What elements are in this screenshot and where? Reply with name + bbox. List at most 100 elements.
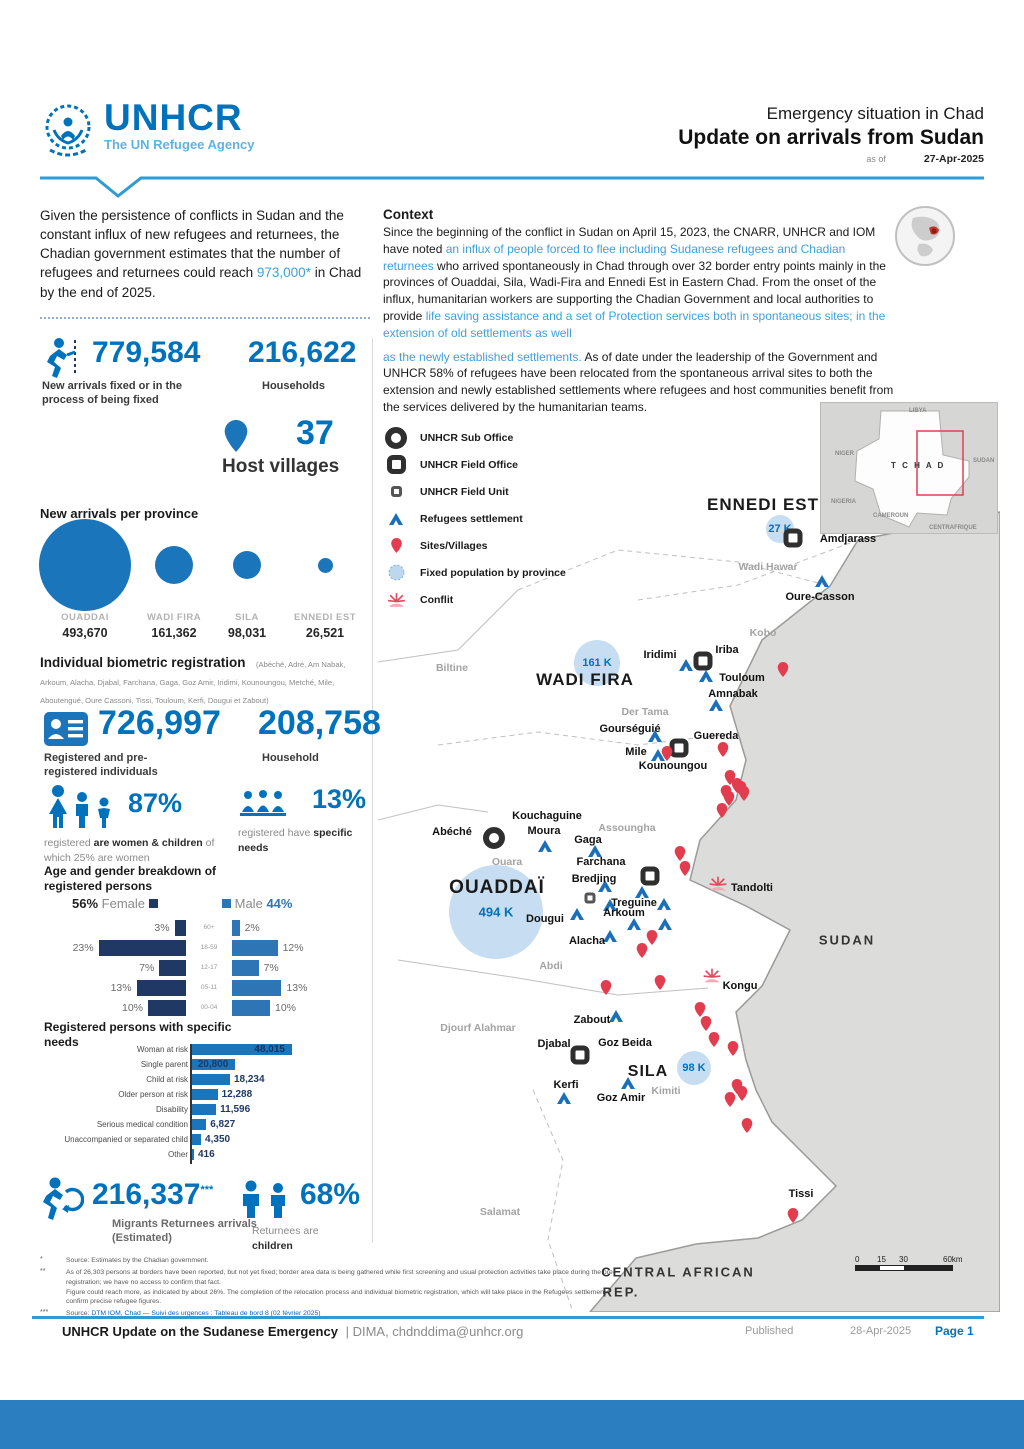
inset-label-sudan: SUDAN: [973, 458, 995, 464]
specific-needs-icon: [238, 790, 288, 823]
stat-returnee-children-pct: 68%: [300, 1178, 361, 1211]
map-label-mile: Mile: [625, 746, 647, 758]
needs-value-label: 48,015: [254, 1044, 285, 1055]
bubble-category-label: WADI FIRA: [146, 612, 202, 623]
needs-bar: [192, 1089, 218, 1100]
needs-category-label: Serious medical condition: [96, 1120, 188, 1129]
legend-item-site: Sites/Villages: [384, 532, 566, 559]
needs-category-label: Disability: [155, 1105, 188, 1114]
stat-registered-households: 208,758: [258, 704, 381, 742]
age-gender-heading: Age and gender breakdown of registered p…: [44, 864, 217, 893]
female-bar: [136, 980, 186, 996]
women-children-icon: [44, 784, 122, 835]
stat-registered-individuals: 726,997: [98, 704, 221, 742]
map-label-salamat: Salamat: [479, 1206, 521, 1218]
male-value: 12%: [282, 942, 304, 954]
needs-bar: [192, 1074, 230, 1085]
returnee-children-label: Returnees are children: [252, 1224, 362, 1253]
province-bubble-chart: OUADDAI 493,670 WADI FIRA 161,362 SILA 98,031…: [39, 519, 372, 640]
text-segment: in Chad by the end of 2025.: [40, 265, 362, 300]
footnote-source-link[interactable]: DTM IOM, Chad — Suivi des urgences : Tab…: [91, 1310, 321, 1318]
village-site-pin: [741, 1118, 753, 1138]
map-label-ouara: Ouara: [491, 856, 523, 868]
text-segment: are women & children: [93, 837, 203, 849]
text-segment: Returnees are: [252, 1225, 319, 1237]
specific-needs-bar-chart: Woman at risk 48,015 Single parent 20,800 Ch…: [44, 1044, 350, 1166]
legend-label: UNHCR Field Unit: [420, 485, 509, 498]
village-site-pin: [724, 1092, 736, 1112]
needs-row-single-parent: Single parent 20,800: [44, 1059, 350, 1071]
footnote-mark: ***: [40, 1309, 49, 1317]
village-site-pin: [661, 746, 673, 766]
map-label-treguine: Treguine: [611, 897, 657, 909]
map-label-iriba: Iriba: [715, 644, 739, 656]
village-site-pin: [716, 803, 728, 823]
legend-label: UNHCR Sub Office: [420, 431, 514, 444]
women-children-text: registered are women & children of which…: [44, 836, 216, 865]
bubble-value-label: 493,670: [62, 626, 108, 640]
footnote: ** As of 26,303 persons at borders have b…: [40, 1268, 620, 1307]
population-circle: [574, 640, 620, 686]
text-segment: Given the persistence of conflicts in Su…: [40, 208, 344, 281]
map-label-kobo: Kobo: [749, 627, 777, 639]
map-label-kongu: Kongu: [722, 980, 758, 992]
map-label-djourf-alahmar: Djourf Alahmar: [440, 1022, 516, 1034]
male-bar: [232, 1000, 270, 1016]
registered-households-label: Household: [262, 752, 319, 764]
needs-bar: [192, 1134, 202, 1145]
biometric-sites-note: (Abéché, Adré, Am Nabak, Arkoum, Alacha,…: [40, 660, 346, 705]
male-value: 10%: [275, 1002, 297, 1014]
text-segment: of which 25% are women: [44, 837, 215, 864]
male-value: 13%: [286, 982, 308, 994]
age-band-label: 00-04: [200, 1004, 218, 1011]
village-site-pin: [717, 742, 729, 762]
map-label-biltine: Biltine: [435, 662, 469, 674]
bubble-ouaddai: [39, 519, 131, 611]
unhcr-logo: UNHCR The UN Refugee Agency: [40, 99, 255, 165]
scale-tick: 60km: [943, 1255, 963, 1264]
needs-value-label: 11,596: [220, 1104, 251, 1115]
header-rule: [40, 176, 984, 198]
inset-country-label: T C H A D: [891, 461, 946, 470]
needs-bar: [192, 1059, 236, 1070]
settlement-dougui-icon: [569, 907, 585, 925]
settlement-arkoum-icon: [626, 917, 642, 935]
village-site-pin: [787, 1208, 799, 1228]
text-segment: an influx of people forced to flee inclu…: [383, 241, 846, 273]
settlement-kerfi-icon: [556, 1091, 572, 1109]
footnotes: * Source: Estimates by the Chadian govern…: [40, 1256, 620, 1321]
map-label-touloum: Touloum: [719, 672, 765, 684]
village-site-pin: [735, 781, 747, 801]
population-icon: [384, 564, 408, 581]
scale-tick: 30: [899, 1255, 908, 1264]
map-label-kerfi: Kerfi: [553, 1079, 579, 1091]
settlement-treguine-icon: [634, 885, 650, 903]
map-label-kimiti: Kimiti: [651, 1085, 681, 1097]
needs-bar: [192, 1149, 194, 1160]
office-guereda: [669, 738, 689, 758]
female-bar: [98, 940, 186, 956]
chad-map: UNHCR Sub Office UNHCR Field Office UNHCR …: [378, 400, 1000, 1312]
unhcr-emblem-icon: [40, 100, 96, 165]
map-label-tandolti: Tandolti: [731, 882, 773, 894]
stat-host-villages-label: Host villages: [222, 456, 340, 477]
sub-office-icon: [384, 426, 408, 449]
stat-new-arrivals-label: New arrivals fixed or in the process of …: [42, 380, 182, 406]
pyramid-row-05-11: 13% 05-11 13%: [44, 980, 366, 997]
inset-country-map: T C H A D LIBYA NIGER SUDAN NIGERIA CAMEROUN…: [820, 402, 998, 534]
legend-label: Conflit: [420, 593, 454, 606]
new-arrivals-icon: [42, 336, 84, 385]
footnote-mark: **: [40, 1267, 46, 1275]
village-site-pin: [679, 861, 691, 881]
contact-email-link[interactable]: chdnddima@unhcr.org: [392, 1324, 524, 1339]
text-segment: registered have: [238, 827, 314, 839]
village-site-pin: [708, 1032, 720, 1052]
office-field-unit: [584, 892, 596, 904]
inset-label-nigeria: NIGERIA: [831, 499, 857, 505]
office-amdjarass: [783, 528, 803, 548]
map-label-alacha: Alacha: [568, 935, 606, 947]
conflict-tandolti-icon: [708, 876, 729, 897]
map-label-dougui: Dougui: [526, 913, 564, 925]
age-band-label: 12-17: [200, 964, 218, 971]
inset-label-cameroun: CAMEROUN: [873, 513, 909, 519]
